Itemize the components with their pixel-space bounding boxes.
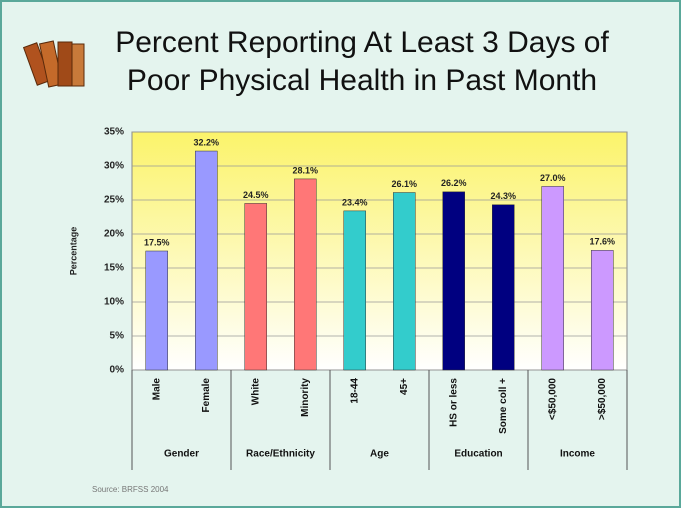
data-label: 28.1%	[292, 165, 318, 175]
data-label: 32.2%	[193, 137, 219, 147]
slide: Percent Reporting At Least 3 Days of Poo…	[0, 0, 681, 508]
x-tick-label: Minority	[300, 378, 311, 417]
bar	[146, 251, 168, 370]
bar	[344, 211, 366, 370]
y-tick-label: 25%	[104, 195, 124, 206]
bar	[492, 205, 514, 370]
group-label: Race/Ethnicity	[246, 449, 315, 460]
data-label: 24.5%	[243, 190, 269, 200]
bar	[245, 203, 267, 370]
data-label: 24.3%	[490, 191, 516, 201]
books-icon	[24, 41, 84, 87]
x-tick-label: HS or less	[448, 378, 459, 427]
data-label: 17.6%	[589, 237, 615, 247]
x-tick-label: Female	[201, 378, 212, 413]
y-tick-label: 15%	[104, 263, 124, 274]
bar	[591, 250, 613, 370]
group-label: Gender	[164, 449, 199, 460]
data-label: 26.1%	[391, 179, 417, 189]
bar	[393, 193, 415, 370]
data-label: 26.2%	[441, 178, 467, 188]
y-axis-label: Percentage	[68, 227, 78, 276]
chart-title: Percent Reporting At Least 3 Days of	[115, 26, 609, 59]
bar	[294, 179, 316, 370]
x-tick-label: >$50,000	[597, 378, 608, 420]
data-label: 27.0%	[540, 173, 566, 183]
data-label: 23.4%	[342, 197, 368, 207]
y-tick-label: 10%	[104, 297, 124, 308]
y-tick-label: 5%	[110, 331, 125, 342]
bar	[443, 192, 465, 370]
x-tick-label: Male	[151, 378, 162, 401]
y-tick-label: 0%	[110, 365, 125, 376]
group-label: Age	[370, 449, 389, 460]
x-tick-label: White	[250, 378, 261, 406]
source-note: Source: BRFSS 2004	[92, 485, 169, 494]
y-tick-label: 35%	[104, 127, 124, 138]
group-label: Income	[560, 449, 595, 460]
bar	[542, 186, 564, 370]
x-tick-label: <$50,000	[547, 378, 558, 420]
group-label: Education	[454, 449, 502, 460]
bar	[195, 151, 217, 370]
x-tick-label: 45+	[399, 378, 410, 395]
chart-title: Poor Physical Health in Past Month	[127, 64, 597, 97]
chart: Percent Reporting At Least 3 Days of Poo…	[2, 2, 679, 506]
x-tick-label: Some coll +	[498, 378, 509, 434]
data-label: 17.5%	[144, 237, 170, 247]
y-tick-label: 30%	[104, 161, 124, 172]
x-tick-label: 18-44	[349, 378, 360, 404]
y-tick-label: 20%	[104, 229, 124, 240]
